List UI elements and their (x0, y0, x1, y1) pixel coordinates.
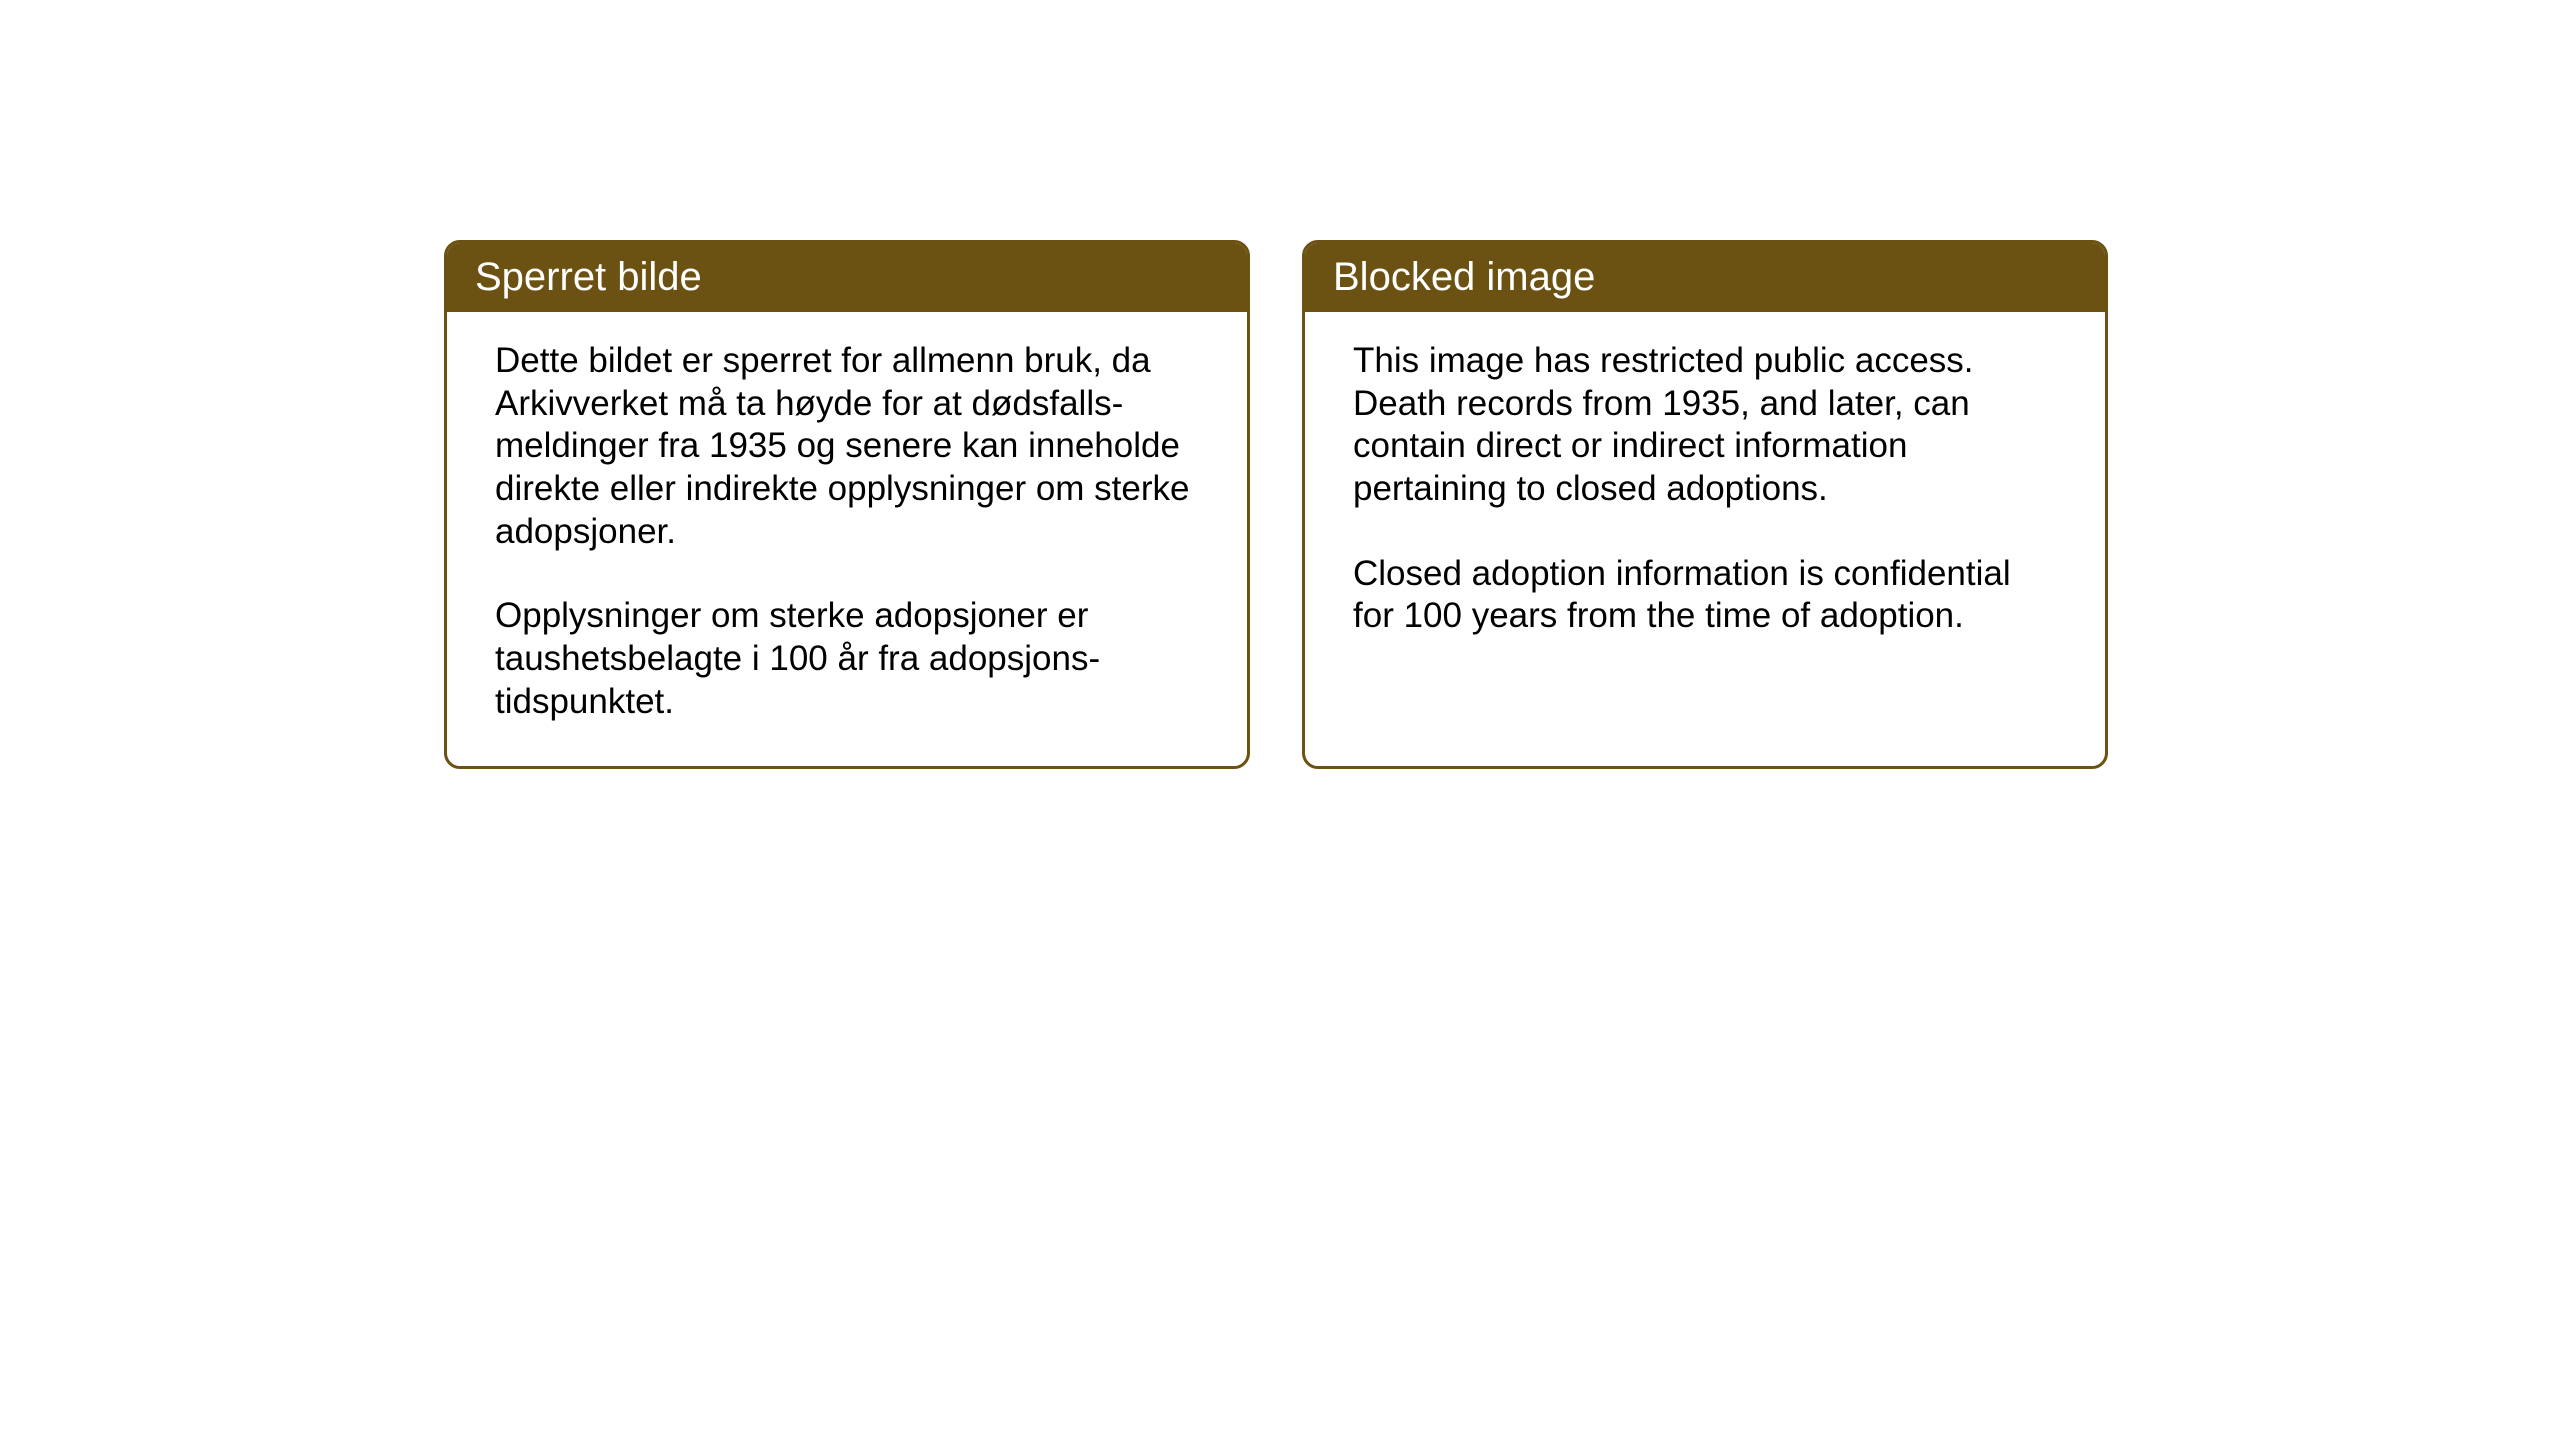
notice-body-english: This image has restricted public access.… (1305, 312, 2105, 680)
notice-header-english: Blocked image (1305, 243, 2105, 312)
notice-box-norwegian: Sperret bilde Dette bildet er sperret fo… (444, 240, 1250, 769)
notice-paragraph-1-norwegian: Dette bildet er sperret for allmenn bruk… (495, 340, 1199, 553)
notice-paragraph-1-english: This image has restricted public access.… (1353, 340, 2057, 511)
notice-title-english: Blocked image (1333, 255, 1595, 299)
notice-body-norwegian: Dette bildet er sperret for allmenn bruk… (447, 312, 1247, 766)
notice-paragraph-2-english: Closed adoption information is confident… (1353, 553, 2057, 638)
notice-box-english: Blocked image This image has restricted … (1302, 240, 2108, 769)
notice-title-norwegian: Sperret bilde (475, 255, 702, 299)
notice-header-norwegian: Sperret bilde (447, 243, 1247, 312)
notice-paragraph-2-norwegian: Opplysninger om sterke adopsjoner er tau… (495, 595, 1199, 723)
notice-container: Sperret bilde Dette bildet er sperret fo… (444, 240, 2108, 769)
